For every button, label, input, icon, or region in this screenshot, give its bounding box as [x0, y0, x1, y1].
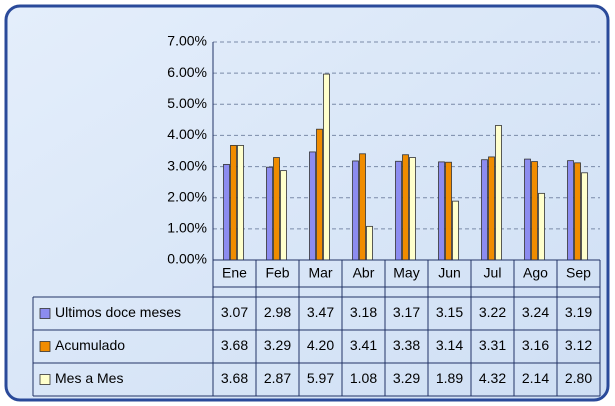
- bar: [481, 159, 488, 261]
- x-tick-label: Feb: [265, 265, 289, 281]
- bar: [366, 225, 373, 261]
- table-value: 3.31: [479, 337, 506, 353]
- bar: [581, 172, 588, 261]
- table-value: 5.97: [307, 370, 334, 386]
- table-value: 4.20: [307, 337, 334, 353]
- table-value: 3.16: [522, 337, 549, 353]
- bar: [567, 160, 574, 261]
- legend-swatch: [39, 374, 51, 385]
- x-tick-label: May: [393, 265, 419, 281]
- bar: [409, 157, 416, 261]
- legend-swatch: [39, 341, 51, 352]
- legend-label: Ultimos doce meses: [55, 304, 181, 320]
- x-tick-label: Jun: [438, 265, 461, 281]
- bar: [323, 73, 330, 261]
- bar: [280, 170, 287, 261]
- legend-label: Mes a Mes: [55, 370, 123, 386]
- x-tick-label: Jul: [484, 265, 502, 281]
- bar: [237, 144, 244, 261]
- x-tick-label: Abr: [353, 265, 375, 281]
- table-value: 3.24: [522, 304, 549, 320]
- table-value: 3.22: [479, 304, 506, 320]
- table-value: 3.38: [393, 337, 420, 353]
- legend-swatch: [39, 308, 51, 319]
- bar: [273, 157, 280, 261]
- y-tick-label: 2.00%: [167, 188, 207, 204]
- y-tick-label: 7.00%: [167, 33, 207, 49]
- y-tick-label: 1.00%: [167, 220, 207, 236]
- bar: [316, 128, 323, 261]
- table-value: 3.68: [221, 370, 248, 386]
- bar: [524, 158, 531, 261]
- bar: [352, 160, 359, 261]
- bar: [531, 161, 538, 261]
- bar: [223, 163, 230, 261]
- x-tick-label: Ago: [523, 265, 548, 281]
- bar: [395, 160, 402, 261]
- table-value: 3.14: [436, 337, 463, 353]
- y-tick-label: 3.00%: [167, 157, 207, 173]
- table-value: 1.89: [436, 370, 463, 386]
- table-value: 3.29: [264, 337, 291, 353]
- bar: [438, 161, 445, 261]
- bar: [309, 151, 316, 261]
- table-value: 3.17: [393, 304, 420, 320]
- y-tick-label: 6.00%: [167, 64, 207, 80]
- bar: [359, 153, 366, 261]
- x-tick-label: Ene: [222, 265, 247, 281]
- bar: [574, 162, 581, 261]
- bar: [488, 156, 495, 261]
- table-value: 2.98: [264, 304, 291, 320]
- table-value: 3.29: [393, 370, 420, 386]
- table-value: 3.41: [350, 337, 377, 353]
- table-value: 3.68: [221, 337, 248, 353]
- bar: [266, 166, 273, 261]
- y-tick-label: 5.00%: [167, 95, 207, 111]
- legend-label: Acumulado: [55, 337, 125, 353]
- table-value: 4.32: [479, 370, 506, 386]
- bar: [538, 192, 545, 261]
- y-tick-label: 4.00%: [167, 126, 207, 142]
- table-value: 3.47: [307, 304, 334, 320]
- bar: [230, 144, 237, 261]
- bar: [452, 200, 459, 261]
- y-tick-label: 0.00%: [167, 251, 207, 267]
- table-value: 3.19: [565, 304, 592, 320]
- table-value: 2.80: [565, 370, 592, 386]
- x-tick-label: Sep: [566, 265, 591, 281]
- chart-frame: [4, 4, 610, 402]
- table-value: 3.15: [436, 304, 463, 320]
- table-value: 3.12: [565, 337, 592, 353]
- bar: [445, 161, 452, 261]
- table-value: 3.18: [350, 304, 377, 320]
- table-value: 1.08: [350, 370, 377, 386]
- table-value: 2.14: [522, 370, 549, 386]
- bar: [402, 154, 409, 261]
- table-value: 2.87: [264, 370, 291, 386]
- table-value: 3.07: [221, 304, 248, 320]
- bar: [495, 125, 502, 261]
- x-tick-label: Mar: [308, 265, 332, 281]
